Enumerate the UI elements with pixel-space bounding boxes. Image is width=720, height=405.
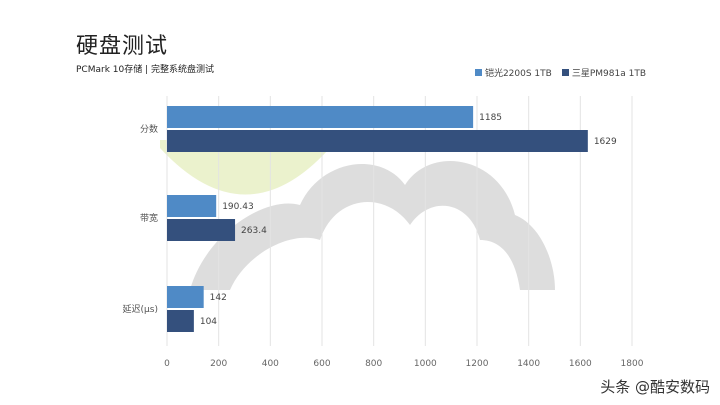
- x-tick-label: 400: [262, 359, 279, 369]
- data-labels: 1185 1629 190.43 263.4 142 104: [200, 113, 617, 327]
- legend-swatch-series-1: [474, 69, 482, 76]
- legend-swatch-series-2: [561, 69, 569, 76]
- chart-subtitle: PCMark 10存储 | 完整系统盘测试: [76, 65, 214, 75]
- x-tick-label: 1600: [569, 359, 592, 369]
- data-label: 142: [210, 293, 227, 303]
- data-label: 1629: [594, 137, 617, 147]
- bar: [167, 310, 194, 332]
- chart-title: 硬盘测试: [76, 34, 169, 59]
- bar: [167, 286, 204, 308]
- x-tick-label: 1800: [621, 359, 644, 369]
- x-tick-label: 1200: [466, 359, 489, 369]
- watermark: 头条 @酷安数码: [600, 378, 710, 396]
- data-label: 1185: [479, 113, 502, 123]
- category-label: 延迟(μs): [123, 303, 158, 315]
- x-tick-label: 1000: [414, 359, 437, 369]
- bar: [167, 106, 474, 128]
- x-tick-label: 200: [210, 359, 227, 369]
- bar: [167, 219, 236, 241]
- x-tick-label: 600: [313, 359, 330, 369]
- legend-label-series-2: 三星PM981a 1TB: [571, 69, 646, 79]
- data-label: 263.4: [241, 226, 267, 236]
- legend-item-series-1: 铠光2200S 1TB: [474, 66, 552, 79]
- x-tick-label: 0: [164, 359, 170, 369]
- bar: [167, 130, 588, 152]
- background-decoration: [160, 140, 555, 290]
- x-tick-label: 800: [365, 359, 382, 369]
- bars: [167, 106, 588, 332]
- category-label: 分数: [140, 123, 158, 135]
- legend: 铠光2200S 1TB 三星PM981a 1TB: [474, 66, 646, 79]
- category-label: 带宽: [140, 212, 158, 224]
- legend-item-series-2: 三星PM981a 1TB: [561, 66, 646, 79]
- data-label: 190.43: [222, 202, 254, 212]
- x-tick-label: 1400: [517, 359, 540, 369]
- data-label: 104: [200, 317, 217, 327]
- legend-label-series-1: 铠光2200S 1TB: [484, 69, 552, 79]
- bar: [167, 195, 217, 217]
- x-tick-labels: 0 200 400 600 800 1000 1200 1400 1600 1800: [164, 359, 644, 369]
